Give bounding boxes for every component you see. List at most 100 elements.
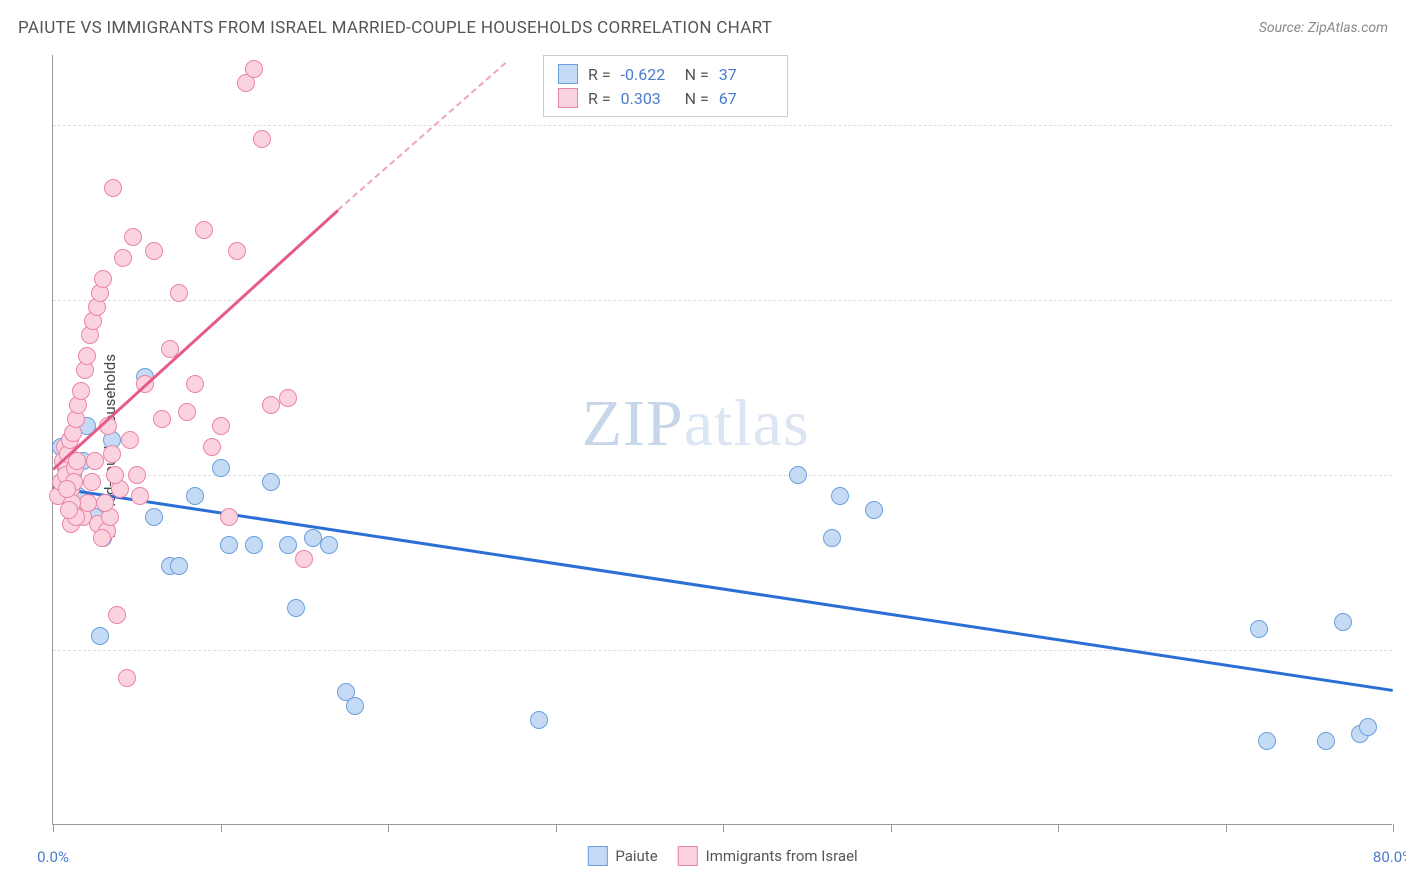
- scatter-point: [1317, 732, 1335, 750]
- scatter-point: [212, 417, 230, 435]
- stats-legend-box: R = -0.622 N = 37 R = 0.303 N = 67: [543, 55, 788, 117]
- scatter-point: [131, 487, 149, 505]
- scatter-point: [279, 536, 297, 554]
- chart-header: PAIUTE VS IMMIGRANTS FROM ISRAEL MARRIED…: [18, 18, 1388, 38]
- scatter-point: [228, 242, 246, 260]
- legend-item-israel: Immigrants from Israel: [678, 846, 858, 866]
- scatter-point: [145, 508, 163, 526]
- x-tick: [388, 824, 389, 832]
- scatter-point: [128, 466, 146, 484]
- x-tick: [1393, 824, 1394, 832]
- scatter-point: [1334, 613, 1352, 631]
- x-tick-label: 80.0%: [1373, 848, 1406, 866]
- plot-area: ZIPatlas R = -0.622 N = 37 R = 0.303 N =…: [52, 55, 1392, 825]
- scatter-point: [79, 494, 97, 512]
- gridline: [53, 300, 1392, 301]
- scatter-point: [831, 487, 849, 505]
- scatter-point: [346, 697, 364, 715]
- scatter-point: [94, 270, 112, 288]
- legend-label-paiute: Paiute: [615, 847, 657, 865]
- scatter-point: [530, 711, 548, 729]
- scatter-point: [823, 529, 841, 547]
- scatter-point: [68, 452, 86, 470]
- scatter-point: [220, 536, 238, 554]
- gridline: [53, 650, 1392, 651]
- scatter-point: [245, 60, 263, 78]
- chart-title: PAIUTE VS IMMIGRANTS FROM ISRAEL MARRIED…: [18, 18, 772, 38]
- scatter-point: [245, 536, 263, 554]
- scatter-point: [295, 550, 313, 568]
- scatter-point: [145, 242, 163, 260]
- swatch-paiute: [558, 64, 578, 84]
- trend-line: [53, 486, 1393, 691]
- x-tick: [891, 824, 892, 832]
- x-tick: [221, 824, 222, 832]
- scatter-point: [212, 459, 230, 477]
- swatch-israel: [558, 88, 578, 108]
- bottom-legend: Paiute Immigrants from Israel: [587, 846, 857, 866]
- watermark: ZIPatlas: [582, 386, 810, 462]
- scatter-point: [118, 669, 136, 687]
- scatter-point: [106, 466, 124, 484]
- x-tick-label: 0.0%: [37, 848, 69, 866]
- scatter-point: [93, 529, 111, 547]
- x-tick: [723, 824, 724, 832]
- legend-item-paiute: Paiute: [587, 846, 657, 866]
- n-label: N =: [685, 65, 709, 84]
- n-label: N =: [685, 89, 709, 108]
- scatter-point: [91, 627, 109, 645]
- x-tick: [1058, 824, 1059, 832]
- r-label: R =: [588, 65, 611, 84]
- x-tick: [556, 824, 557, 832]
- chart-source: Source: ZipAtlas.com: [1259, 20, 1388, 36]
- scatter-point: [124, 228, 142, 246]
- scatter-point: [262, 396, 280, 414]
- gridline: [53, 475, 1392, 476]
- stats-row-paiute: R = -0.622 N = 37: [558, 62, 773, 86]
- scatter-point: [153, 410, 171, 428]
- n-value-israel: 67: [719, 89, 773, 108]
- scatter-point: [1359, 718, 1377, 736]
- scatter-point: [170, 557, 188, 575]
- scatter-point: [178, 403, 196, 421]
- scatter-point: [104, 179, 122, 197]
- scatter-point: [60, 501, 78, 519]
- watermark-zip: ZIP: [582, 387, 684, 460]
- scatter-point: [203, 438, 221, 456]
- scatter-point: [789, 466, 807, 484]
- x-tick: [53, 824, 54, 832]
- scatter-point: [1258, 732, 1276, 750]
- legend-swatch-paiute: [587, 846, 607, 866]
- scatter-point: [262, 473, 280, 491]
- r-value-paiute: -0.622: [621, 65, 675, 84]
- scatter-point: [83, 473, 101, 491]
- scatter-point: [287, 599, 305, 617]
- trend-line-dashed: [337, 62, 506, 210]
- scatter-point: [1250, 620, 1268, 638]
- legend-label-israel: Immigrants from Israel: [706, 847, 858, 865]
- scatter-point: [58, 480, 76, 498]
- scatter-point: [103, 445, 121, 463]
- scatter-point: [253, 130, 271, 148]
- scatter-point: [96, 494, 114, 512]
- watermark-atlas: atlas: [684, 387, 810, 460]
- stats-row-israel: R = 0.303 N = 67: [558, 86, 773, 110]
- x-tick: [1226, 824, 1227, 832]
- scatter-point: [86, 452, 104, 470]
- scatter-point: [865, 501, 883, 519]
- scatter-point: [279, 389, 297, 407]
- n-value-paiute: 37: [719, 65, 773, 84]
- scatter-point: [108, 606, 126, 624]
- scatter-point: [220, 508, 238, 526]
- r-value-israel: 0.303: [621, 89, 675, 108]
- scatter-point: [320, 536, 338, 554]
- gridline: [53, 125, 1392, 126]
- scatter-point: [195, 221, 213, 239]
- scatter-point: [304, 529, 322, 547]
- r-label: R =: [588, 89, 611, 108]
- scatter-point: [186, 375, 204, 393]
- scatter-point: [186, 487, 204, 505]
- scatter-point: [78, 347, 96, 365]
- legend-swatch-israel: [678, 846, 698, 866]
- scatter-point: [121, 431, 139, 449]
